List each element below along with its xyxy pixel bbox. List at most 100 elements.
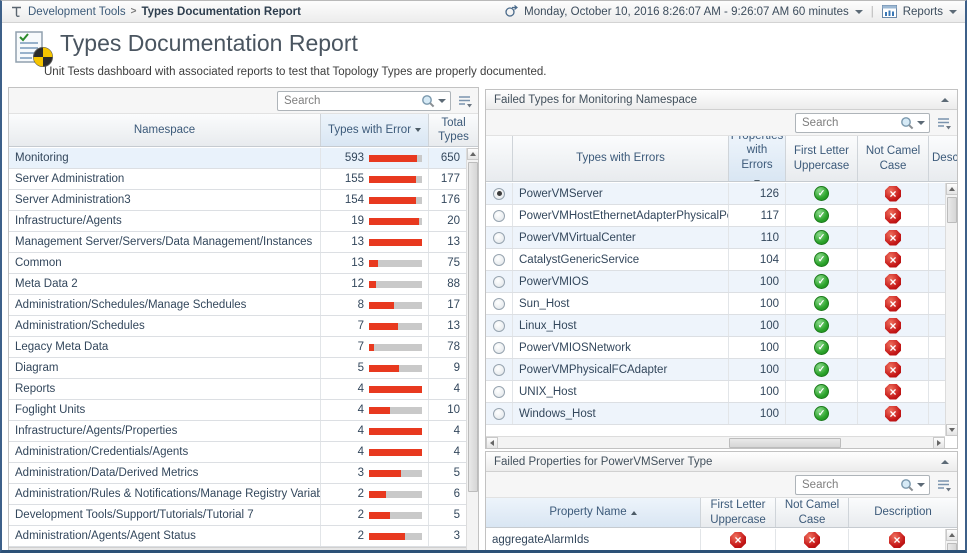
table-row[interactable]: aggregateAlarmIds × × × [486,529,945,550]
table-row[interactable]: Administration/Schedules/Manage Schedule… [9,295,466,316]
table-row[interactable]: UNIX_Host 100 ✓ × [486,381,945,403]
table-row[interactable]: Sun_Host 100 ✓ × [486,293,945,315]
failed-types-vertical-scrollbar[interactable] [945,183,957,436]
radio-button[interactable] [493,187,505,200]
breadcrumb-link-development-tools[interactable]: Development Tools [28,5,126,18]
table-row[interactable]: PowerVMHostEthernetAdapterPhysicalPort 11… [486,205,945,227]
radio-button[interactable] [493,297,505,310]
collapse-panel-icon[interactable] [941,459,949,464]
total-count: 75 [447,257,460,269]
scrollbar-thumb[interactable] [947,197,957,223]
radio-button[interactable] [493,363,505,376]
table-row[interactable]: Administration/Data/Derived Metrics 3 5 [9,463,466,484]
table-row[interactable]: PowerVMVirtualCenter 110 ✓ × [486,227,945,249]
radio-button[interactable] [493,275,505,288]
namespace-label: Administration/Data/Derived Metrics [15,467,199,479]
table-row[interactable]: Monitoring 593 650 [9,148,466,169]
total-types-cell: 10 [429,400,466,420]
namespaces-horizontal-scrollbar[interactable] [9,547,466,550]
column-header-description[interactable]: Description [874,506,932,519]
table-row[interactable]: Server Administration 155 177 [9,169,466,190]
table-row[interactable]: Common 13 75 [9,253,466,274]
radio-button[interactable] [493,407,505,420]
namespace-label: Server Administration3 [15,194,131,206]
scroll-up-button[interactable] [946,529,957,541]
scrollbar-thumb[interactable] [729,438,841,448]
scroll-right-button[interactable] [933,437,945,448]
table-row[interactable]: Management Server/Servers/Data Managemen… [9,232,466,253]
table-row[interactable]: Windows_Host 100 ✓ × [486,403,945,425]
scroll-down-button[interactable] [946,424,957,436]
table-row[interactable]: Development Tools/Support/Tutorials/Tuto… [9,505,466,526]
scroll-up-button[interactable] [467,148,478,160]
status-cell-fail: × [858,359,929,380]
table-row[interactable]: Administration/Agents/Agent Status 2 3 [9,526,466,547]
scroll-left-button[interactable] [486,437,498,448]
search-options-dropdown-icon[interactable] [917,482,925,487]
column-header-properties-with-errors[interactable]: Properties with Errors [729,136,786,181]
types-with-error-cell: 4 [321,442,429,462]
column-header-description[interactable]: Description [932,152,957,165]
table-row[interactable]: Server Administration3 154 176 [9,190,466,211]
column-header-first-letter-uppercase[interactable]: First Letter Uppercase [701,498,776,527]
radio-button[interactable] [493,253,505,266]
radio-button[interactable] [493,209,505,222]
scrollbar-thumb[interactable] [468,162,478,492]
failed-properties-search-input[interactable] [802,478,897,491]
reports-menu-label[interactable]: Reports [902,5,943,18]
total-count: 13 [447,320,460,332]
table-row[interactable]: CatalystGenericService 104 ✓ × [486,249,945,271]
table-row[interactable]: Meta Data 2 12 88 [9,274,466,295]
radio-button[interactable] [493,385,505,398]
table-row[interactable]: Foglight Units 4 10 [9,400,466,421]
table-row[interactable]: Administration/Schedules 7 13 [9,316,466,337]
breadcrumb-separator: > [130,6,137,17]
time-range-label[interactable]: Monday, October 10, 2016 8:26:07 AM - 9:… [524,5,849,18]
properties-with-errors-cell: 117 [729,205,786,226]
namespaces-vertical-scrollbar[interactable] [466,148,478,550]
radio-button[interactable] [493,319,505,332]
collapse-panel-icon[interactable] [941,97,949,102]
column-header-not-camel-case[interactable]: Not Camel Case [858,136,929,181]
search-icon[interactable] [900,478,914,492]
table-row[interactable]: PowerVMServer 126 ✓ × [486,183,945,205]
column-header-types-with-error[interactable]: Types with Error [321,114,429,146]
table-row[interactable]: Administration/Rules & Notifications/Man… [9,484,466,505]
table-row[interactable]: PowerVMIOSNetwork 100 ✓ × [486,337,945,359]
properties-with-errors-cell: 100 [729,315,786,336]
column-header-property-name[interactable]: Property Name [486,498,701,527]
table-row[interactable]: Reports 4 4 [9,379,466,400]
column-header-types-with-errors[interactable]: Types with Errors [513,136,729,181]
search-icon[interactable] [421,94,435,108]
failed-properties-search [795,474,930,495]
failed-types-search-input[interactable] [802,116,897,129]
table-row[interactable]: PowerVMPhysicalFCAdapter 100 ✓ × [486,359,945,381]
column-header-not-camel-case[interactable]: Not Camel Case [776,498,849,527]
failed-types-horizontal-scrollbar[interactable] [486,436,945,448]
scrollbar-thumb[interactable] [947,543,957,550]
scroll-up-button[interactable] [946,183,957,195]
customizer-icon[interactable] [457,94,472,108]
time-range-dropdown-icon[interactable] [854,9,863,14]
search-icon[interactable] [900,116,914,130]
customizer-icon[interactable] [936,116,951,130]
search-options-dropdown-icon[interactable] [438,98,446,103]
search-options-dropdown-icon[interactable] [917,120,925,125]
table-row[interactable]: Administration/Credentials/Agents 4 4 [9,442,466,463]
table-row[interactable]: Linux_Host 100 ✓ × [486,315,945,337]
table-row[interactable]: Infrastructure/Agents/Properties 4 4 [9,421,466,442]
radio-button[interactable] [493,231,505,244]
column-header-first-letter-uppercase[interactable]: First Letter Uppercase [786,136,858,181]
table-row[interactable]: Legacy Meta Data 7 78 [9,337,466,358]
failed-properties-vertical-scrollbar[interactable] [945,529,957,550]
table-row[interactable]: PowerVMIOS 100 ✓ × [486,271,945,293]
customizer-icon[interactable] [936,478,951,492]
table-row[interactable]: Infrastructure/Agents 19 20 [9,211,466,232]
radio-button[interactable] [493,341,505,354]
properties-with-errors-count: 100 [759,363,779,376]
reports-dropdown-icon[interactable] [949,9,957,14]
namespaces-search-input[interactable] [284,94,418,107]
column-header-namespace[interactable]: Namespace [9,114,321,146]
table-row[interactable]: Diagram 5 9 [9,358,466,379]
column-header-total-types[interactable]: Total Types [438,116,469,143]
